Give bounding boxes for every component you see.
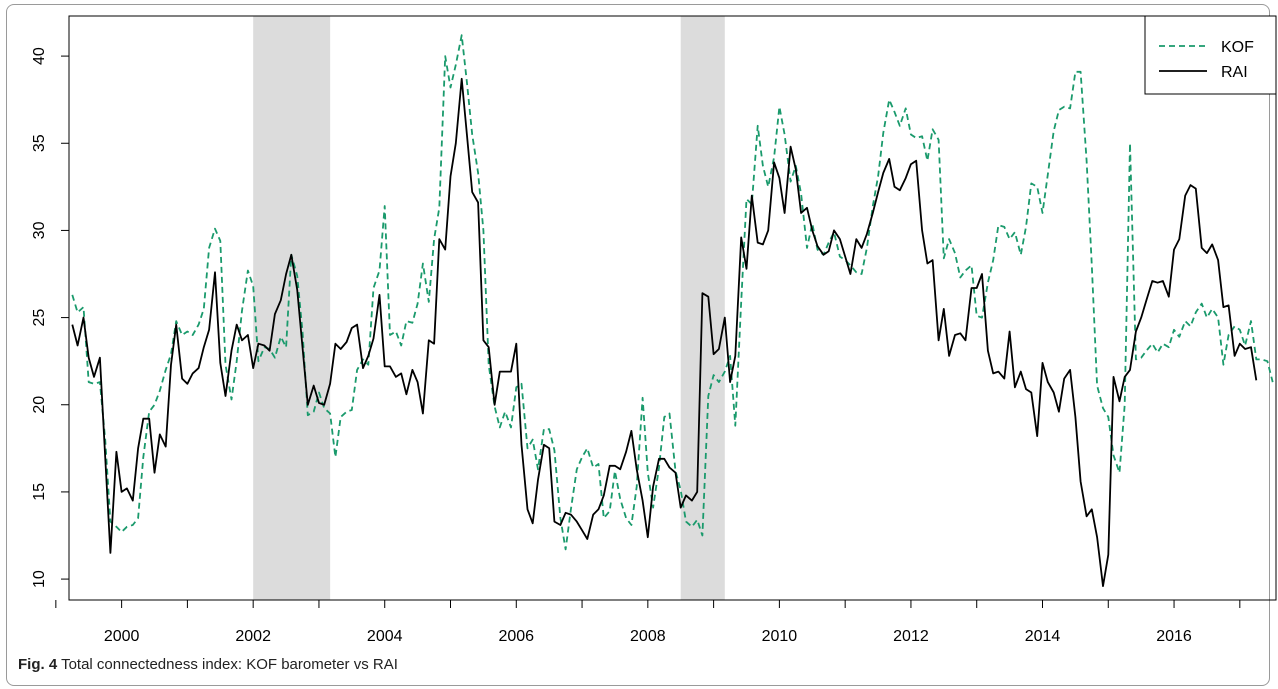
caption-text: Total connectedness index: KOF barometer… (57, 656, 398, 673)
x-tick-label-2002: 2002 (235, 628, 271, 645)
x-tick-label-2014: 2014 (1025, 628, 1061, 645)
x-tick-label-2000: 2000 (104, 628, 140, 645)
x-tick-label-2004: 2004 (367, 628, 403, 645)
figure-frame (6, 4, 1270, 686)
legend-label-kof: KOF (1221, 39, 1254, 56)
y-tick-label-15: 15 (31, 483, 48, 501)
y-tick-label-20: 20 (31, 396, 48, 414)
x-tick-label-2006: 2006 (498, 628, 534, 645)
shaded-period-1 (253, 16, 331, 600)
legend-box (1144, 15, 1277, 95)
figure-caption: Fig. 4 Total connectedness index: KOF ba… (18, 656, 398, 673)
x-tick-label-2016: 2016 (1156, 628, 1192, 645)
x-tick-label-2008: 2008 (630, 628, 666, 645)
y-tick-label-30: 30 (31, 221, 48, 239)
legend-label-rai: RAI (1221, 64, 1248, 81)
x-tick-label-2012: 2012 (893, 628, 929, 645)
series-line-kof (71, 34, 1274, 551)
x-tick-label-2010: 2010 (762, 628, 798, 645)
series-line-rai (71, 77, 1258, 587)
caption-label: Fig. 4 (18, 656, 58, 673)
plot-area-border (68, 15, 1277, 601)
y-tick-label-10: 10 (31, 570, 48, 588)
y-tick-label-40: 40 (31, 47, 48, 65)
y-tick-label-25: 25 (31, 309, 48, 327)
y-tick-label-35: 35 (31, 134, 48, 152)
